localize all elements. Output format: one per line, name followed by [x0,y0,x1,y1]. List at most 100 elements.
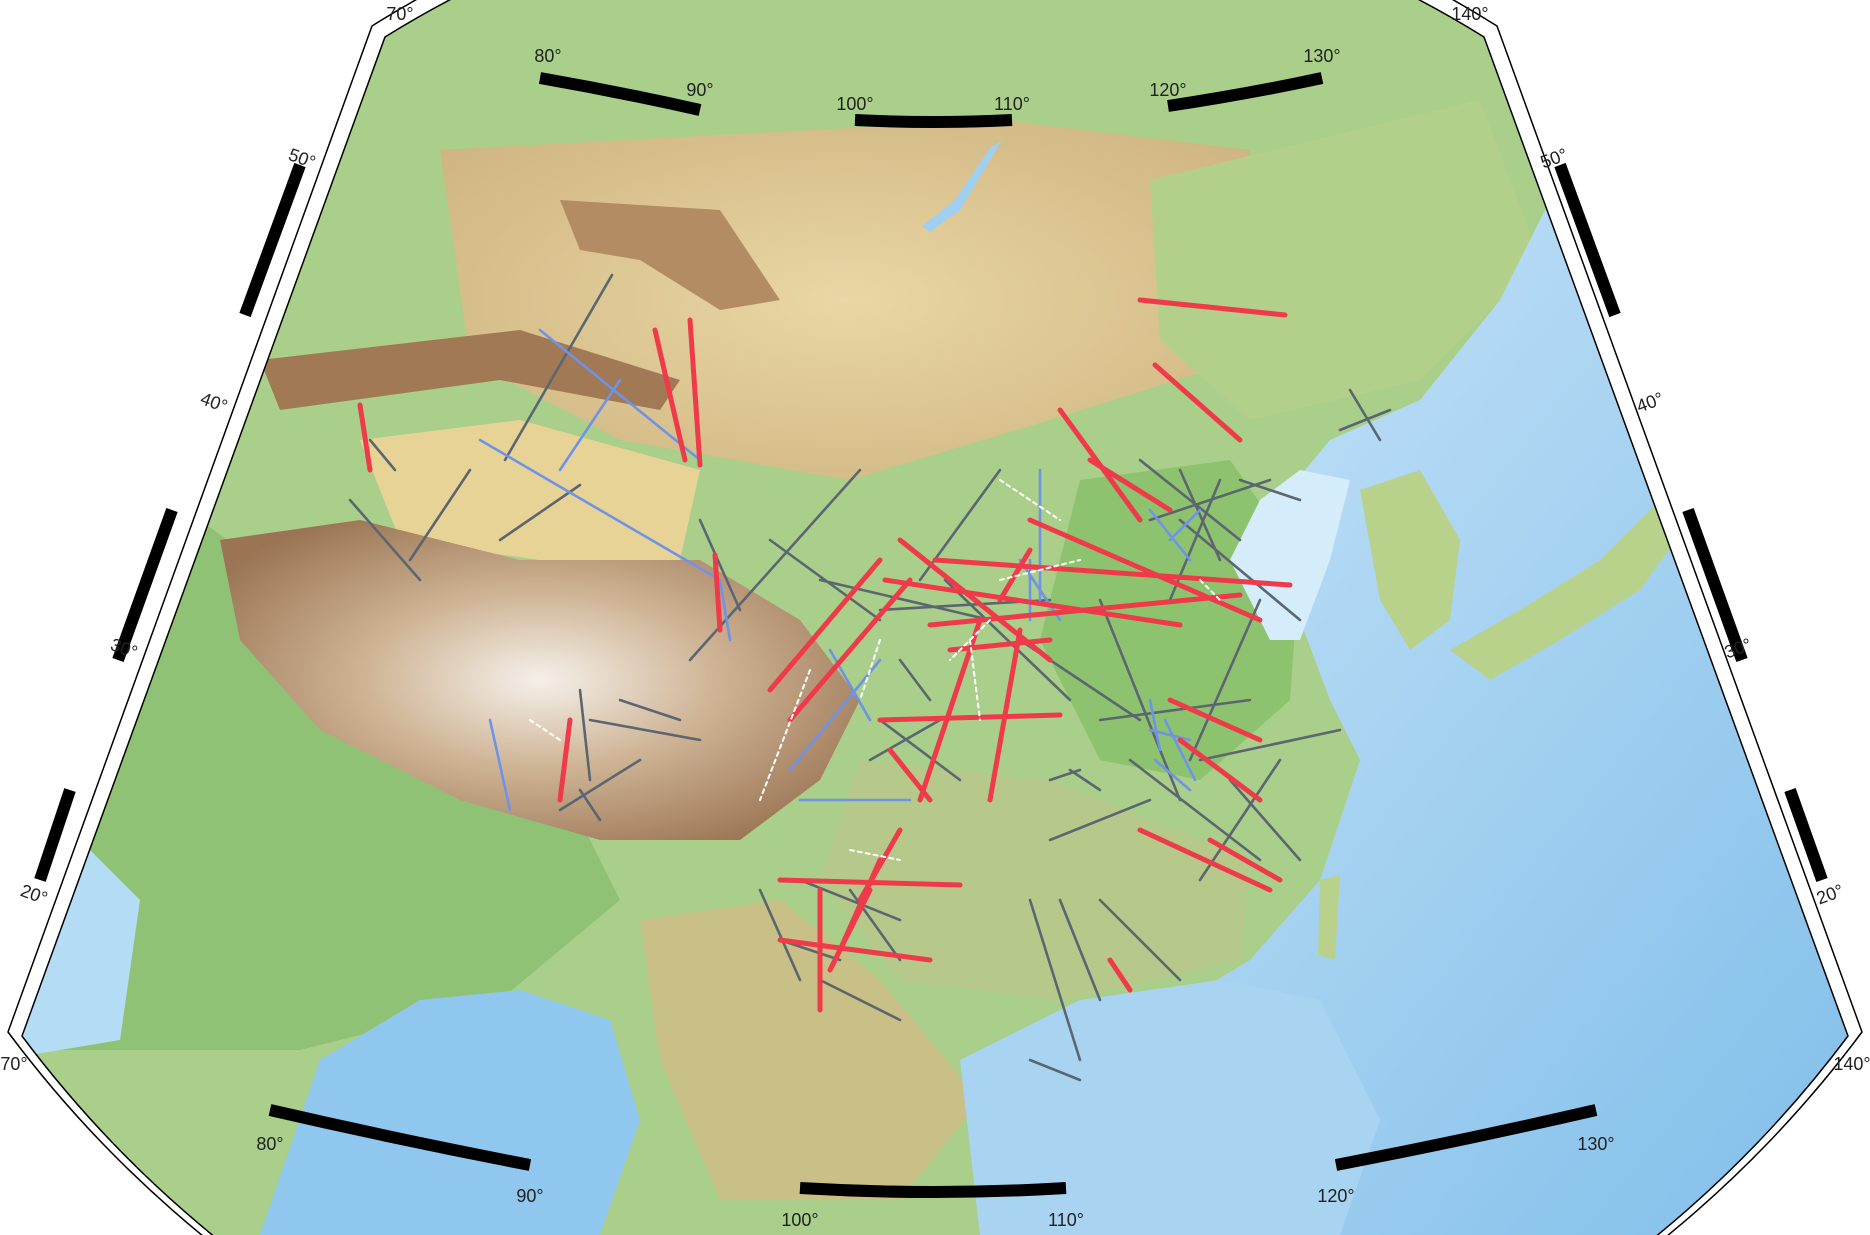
profile-red-10 [687,317,703,468]
profile-gray-14 [1098,598,1182,802]
frame-band-1 [854,114,1013,128]
profile-red-30 [777,937,933,963]
profile-gray-0 [503,273,614,462]
profile-red-5 [932,557,1293,588]
top-label-130: 130° [1303,46,1340,66]
profile-gray-22 [1128,758,1262,862]
frame-band-6 [239,162,306,318]
indochina [640,900,980,1200]
profile-gray-32 [558,758,642,812]
profile-red-7 [882,577,1183,628]
profile-red-19 [877,712,1063,723]
profile-red-3 [1087,457,1173,513]
profile-gray-11 [943,578,1072,702]
profile-gray-47 [898,658,932,702]
top-label-100: 100° [836,94,873,114]
south-china-sea [960,980,1380,1235]
profile-blue-8 [1148,508,1192,562]
profile-red-24 [1207,837,1283,883]
left-label-50: 50° [286,144,318,172]
profile-white-0 [999,479,1061,521]
profile-red-14 [557,717,573,803]
profile-gray-25 [1048,798,1152,842]
profile-gray-9 [818,578,992,622]
profile-red-17 [947,637,1053,653]
profile-gray-2 [408,468,472,562]
profile-red-22 [1177,737,1263,803]
profile-gray-24 [1198,758,1282,882]
arabian-sea [22,850,140,1060]
bottom-label-110: 110° [1048,1210,1084,1230]
top-label-70: 70° [386,4,413,24]
profile-gray-19 [1178,518,1302,622]
profile-blue-5 [828,648,872,722]
profile-gray-41 [1338,408,1392,432]
bottom-label-80: 80° [256,1134,283,1154]
profile-gray-42 [1238,478,1302,502]
profile-gray-39 [818,978,902,1022]
frame-band-0 [538,72,702,116]
frame-band-7 [112,507,178,663]
profile-gray-1 [368,438,397,472]
profile-gray-31 [588,718,702,742]
profile-red-13 [712,552,723,633]
profile-lines [348,273,1392,1082]
profile-red-9 [997,547,1033,603]
frame-band-2 [1167,72,1324,112]
profile-red-23 [1137,827,1273,893]
profile-gray-4 [348,498,422,582]
profile-gray-40 [1348,388,1382,442]
bottom-label-120: 120° [1317,1186,1354,1206]
profile-blue-11 [1163,718,1197,782]
frame-band-4 [799,1182,1067,1198]
japan [1450,500,1690,680]
frame-band-9 [1554,162,1621,318]
profile-red-15 [767,557,883,693]
profile-white-5 [1199,579,1221,601]
tarim-basin [360,420,700,560]
tibet-plateau [220,520,860,840]
profile-blue-15 [1018,558,1062,622]
left-label-20: 20° [18,880,50,908]
north-china-plain [1040,460,1300,780]
profile-gray-33 [578,788,602,822]
profile-gray-18 [1148,478,1272,522]
profile-gray-3 [498,483,582,542]
lake-baikal [922,140,1002,232]
profile-red-4 [1027,517,1263,623]
right-label-40: 40° [1634,388,1666,416]
frame-band-11 [1784,787,1828,883]
profile-gray-27 [1098,898,1182,982]
profile-blue-1 [478,438,722,582]
profile-gray-20 [1188,598,1262,762]
profile-blue-3 [718,578,732,642]
profile-blue-14 [488,718,512,812]
bottom-label-140: 140° [1833,1054,1870,1074]
manchuria [1150,100,1540,420]
profile-blue-12 [1153,758,1192,792]
bohai-sea [1230,470,1350,640]
profile-blue-2 [558,378,622,472]
profile-blue-9 [1168,508,1202,542]
profile-gray-21 [1198,728,1342,762]
profile-gray-46 [868,718,942,762]
tianshan-range [260,330,680,410]
left-label-40: 40° [198,388,230,416]
profile-blue-13 [1148,698,1162,752]
map-frame [7,0,1863,1235]
frame-band-10 [1682,507,1748,663]
south-china-hills [820,760,1250,1000]
top-label-80: 80° [534,46,561,66]
profile-white-3 [859,639,881,701]
profile-white-2 [969,639,981,721]
profile-white-7 [849,849,901,861]
altai-range [560,200,780,310]
profile-red-21 [1167,697,1263,743]
left-label-30: 30° [108,634,140,662]
bottom-label-130: 130° [1577,1134,1614,1154]
profile-red-32 [917,617,983,803]
profile-red-1 [1152,362,1243,443]
profile-gray-23 [1228,778,1302,862]
